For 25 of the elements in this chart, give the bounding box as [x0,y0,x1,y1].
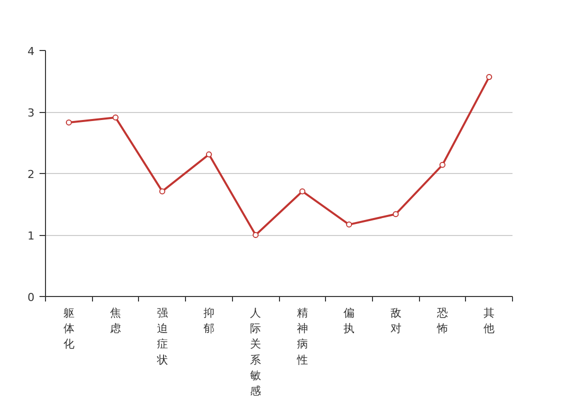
y-tick-label: 1 [28,230,34,242]
y-tick-label: 0 [28,291,34,304]
x-tick-label: 抑郁 [203,306,214,336]
x-tick-label: 人际关系敏感 [250,306,262,398]
point [66,119,72,126]
x-tick-label: 强迫症状 [156,306,168,366]
y-tick-label: 2 [28,168,34,181]
x-tick-label: 精神病性 [296,306,308,366]
point [159,188,166,194]
point [346,222,352,228]
point [439,162,446,168]
x-tick-label: 偏执 [344,306,355,336]
point [486,74,492,80]
point [252,232,259,238]
point [299,188,306,194]
x-tick-label: 焦虑 [110,306,122,336]
point [392,211,399,218]
y-tick-label: 4 [28,45,34,58]
x-tick-label: 躯体化 [63,306,74,351]
point [112,114,119,121]
point [206,151,212,158]
x-tick-label: 恐怖 [436,306,448,336]
x-tick-label: 敌对 [390,306,402,336]
x-tick-label: 其他 [484,306,495,336]
y-tick-label: 3 [28,106,34,120]
